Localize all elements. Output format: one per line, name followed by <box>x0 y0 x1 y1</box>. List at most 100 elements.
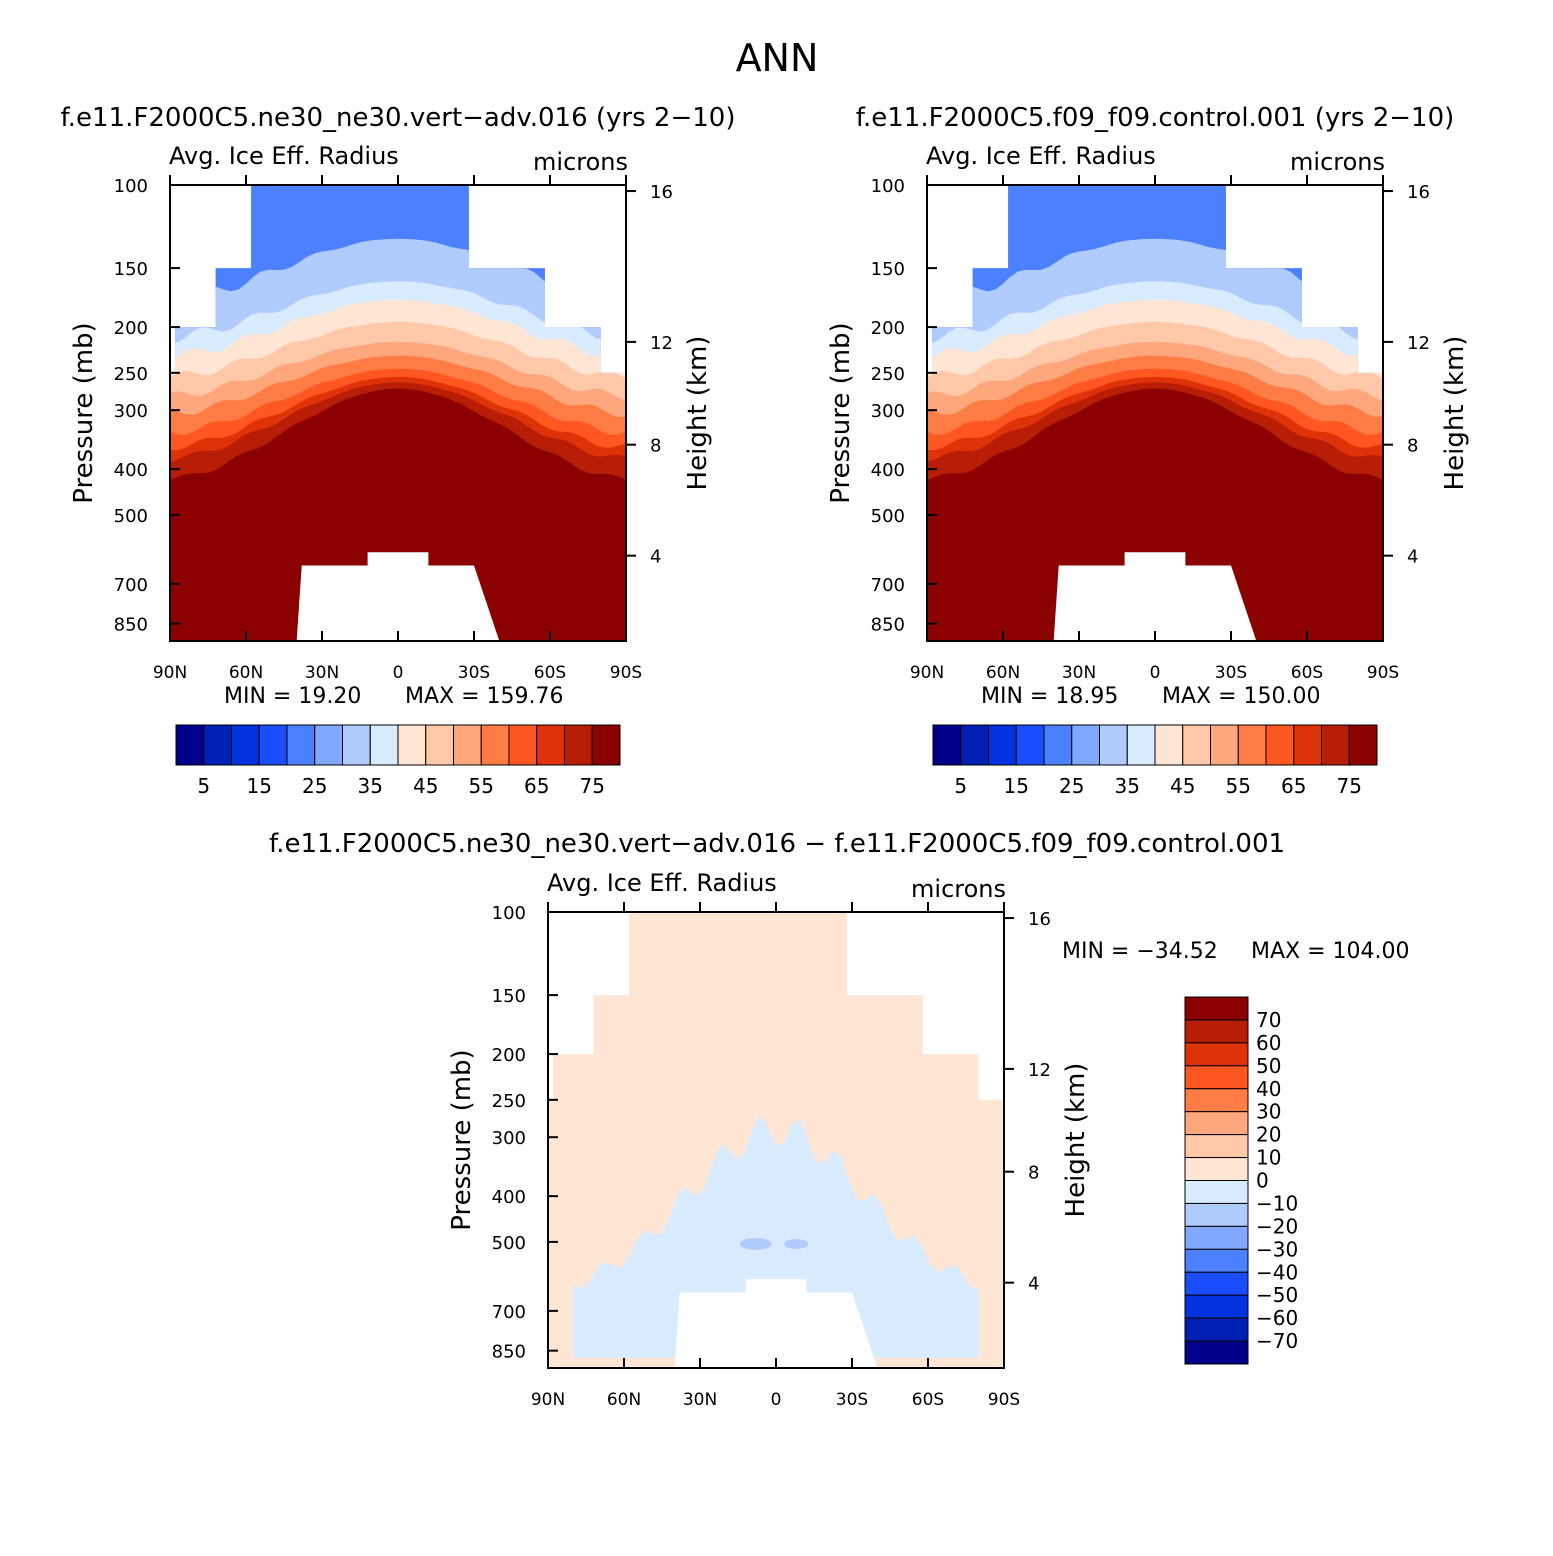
panel-1-ytick-label: 100 <box>114 176 148 197</box>
panel-2-xtick-label: 30N <box>1062 663 1096 683</box>
colorbar-3-swatch <box>1184 1271 1249 1296</box>
colorbar-1-label: 35 <box>358 774 383 798</box>
colorbar-1-label: 65 <box>524 774 549 798</box>
panel-2-max-label: MAX = 150.00 <box>1162 684 1321 709</box>
panel-3-ytick-label: 850 <box>492 1342 526 1363</box>
panel-1-colorbar: 5 15 25 35 45 55 65 75 <box>175 724 621 798</box>
panel-3-xtick-label: 30S <box>836 1390 868 1410</box>
colorbar-1-swatch <box>397 724 427 766</box>
panel-2-xtick-label: 60N <box>986 663 1020 683</box>
colorbar-3-swatch <box>1184 996 1249 1021</box>
colorbar-3-swatch <box>1184 1065 1249 1090</box>
colorbar-3-swatch <box>1184 1248 1249 1273</box>
colorbar-2-label: 5 <box>954 774 967 798</box>
panel-3-max-label: MAX = 104.00 <box>1251 939 1410 964</box>
panel-2-xtick-label: 90S <box>1367 663 1399 683</box>
panel-3-ytick-label: 250 <box>492 1091 526 1112</box>
panel-1-ytick-label: 700 <box>114 575 148 596</box>
panel-2-colorbar: 5 15 25 35 45 55 65 75 <box>932 724 1378 798</box>
colorbar-2-swatch <box>932 724 962 766</box>
colorbar-3-label: −40 <box>1256 1260 1298 1284</box>
colorbar-3-label: −10 <box>1256 1191 1298 1215</box>
colorbar-3-swatch <box>1184 1019 1249 1044</box>
colorbar-1-swatch <box>591 724 621 766</box>
colorbar-1-label: 25 <box>302 774 327 798</box>
colorbar-3-swatch <box>1184 1225 1249 1250</box>
colorbar-2-label: 75 <box>1337 774 1362 798</box>
colorbar-2-label: 45 <box>1170 774 1195 798</box>
colorbar-2-swatch <box>1154 724 1184 766</box>
colorbar-3-swatch <box>1184 1202 1249 1227</box>
colorbar-3-swatch <box>1184 1294 1249 1319</box>
colorbar-3-label: 70 <box>1256 1008 1281 1032</box>
colorbar-2-swatch <box>988 724 1017 766</box>
colorbar-2-swatch <box>1293 724 1322 766</box>
panel-1-ytick-label: 400 <box>114 460 148 481</box>
panel-3-xtick-label: 60N <box>607 1390 641 1410</box>
panel-1-variable-label: Avg. Ice Eff. Radius <box>169 142 399 170</box>
colorbar-2-swatch <box>1099 724 1128 766</box>
colorbar-3-label: 30 <box>1256 1100 1281 1124</box>
colorbar-1-swatch <box>203 724 232 766</box>
panel-1-xtick-label: 60N <box>229 663 263 683</box>
panel-1-ytick-label: 250 <box>114 364 148 385</box>
panel-1-ytick-label: 150 <box>114 259 148 280</box>
colorbar-1-swatch <box>175 724 205 766</box>
colorbar-1-swatch <box>453 724 482 766</box>
panel-2-contour-fill <box>927 185 1383 641</box>
colorbar-1-swatch <box>286 724 316 766</box>
panel-2-variable-label: Avg. Ice Eff. Radius <box>926 142 1156 170</box>
colorbar-1-swatch <box>508 724 538 766</box>
colorbar-3-label: −30 <box>1256 1237 1298 1261</box>
colorbar-2-swatch <box>1126 724 1156 766</box>
panel-1-xtick-label: 90S <box>610 663 642 683</box>
panel-3-ytick-label: 200 <box>492 1045 526 1066</box>
colorbar-1-label: 55 <box>469 774 494 798</box>
panel-3-units-label: microns <box>911 875 1006 903</box>
panel-2-min-label: MIN = 18.95 <box>981 684 1118 709</box>
panel-2-topography-mask <box>1053 552 1257 641</box>
panel-2-y2tick-label: 16 <box>1407 182 1430 203</box>
colorbar-3-label: 20 <box>1256 1123 1281 1147</box>
panel-2-xtick-label: 0 <box>1150 663 1161 683</box>
panel-3-y2label: Height (km) <box>1061 1063 1091 1218</box>
panel-1-ytick-label: 500 <box>114 506 148 527</box>
colorbar-3-label: 10 <box>1256 1146 1281 1170</box>
panel-3-ylabel: Pressure (mb) <box>447 1049 477 1230</box>
panel-1-ytick-label: 300 <box>114 401 148 422</box>
panel-3-xtick-label: 30N <box>683 1390 717 1410</box>
panel-2-plot-area: 90N 60N 30N 0 30S 60S 90S 100 150 200 250 300 400 500… <box>826 175 1470 683</box>
colorbar-2-swatch <box>1321 724 1350 766</box>
colorbar-2-label: 35 <box>1115 774 1140 798</box>
colorbar-2-swatch <box>960 724 989 766</box>
panel-1-y2tick-label: 16 <box>650 182 673 203</box>
panel-2-case-title: f.e11.F2000C5.f09_f09.control.001 (yrs 2… <box>856 103 1455 133</box>
colorbar-3-swatch <box>1184 1088 1249 1113</box>
panel-1-y2tick-label: 8 <box>650 436 661 457</box>
panel-3-xtick-label: 90N <box>531 1390 565 1410</box>
panel-3-ytick-label: 700 <box>492 1302 526 1323</box>
panel-2-y2tick-label: 12 <box>1407 333 1430 354</box>
colorbar-2-swatch <box>1348 724 1378 766</box>
panel-2-ytick-label: 850 <box>871 615 905 636</box>
panel-2-ytick-label: 400 <box>871 460 905 481</box>
colorbar-1-swatch <box>342 724 371 766</box>
panel-2-ytick-label: 200 <box>871 318 905 339</box>
panel-1-y2tick-label: 4 <box>650 547 661 568</box>
panel-1-contour-fill <box>170 185 626 641</box>
panel-2-ytick-label: 150 <box>871 259 905 280</box>
panel-1-xtick-label: 90N <box>153 663 187 683</box>
panel-3-topography-mask <box>674 1279 878 1368</box>
panel-2-xtick-label: 60S <box>1291 663 1323 683</box>
panel-1-xtick-label: 30N <box>305 663 339 683</box>
panel-3-xtick-label: 60S <box>912 1390 944 1410</box>
panel-3-ytick-label: 100 <box>492 903 526 924</box>
colorbar-2-label: 25 <box>1059 774 1084 798</box>
panel-3-xtick-label: 0 <box>771 1390 782 1410</box>
panel-3-ytick-label: 150 <box>492 986 526 1007</box>
panel-2-ytick-label: 250 <box>871 364 905 385</box>
panel-3-variable-label: Avg. Ice Eff. Radius <box>547 869 777 897</box>
colorbar-3-label: 50 <box>1256 1054 1281 1078</box>
panel-1-y2label: Height (km) <box>683 336 713 491</box>
